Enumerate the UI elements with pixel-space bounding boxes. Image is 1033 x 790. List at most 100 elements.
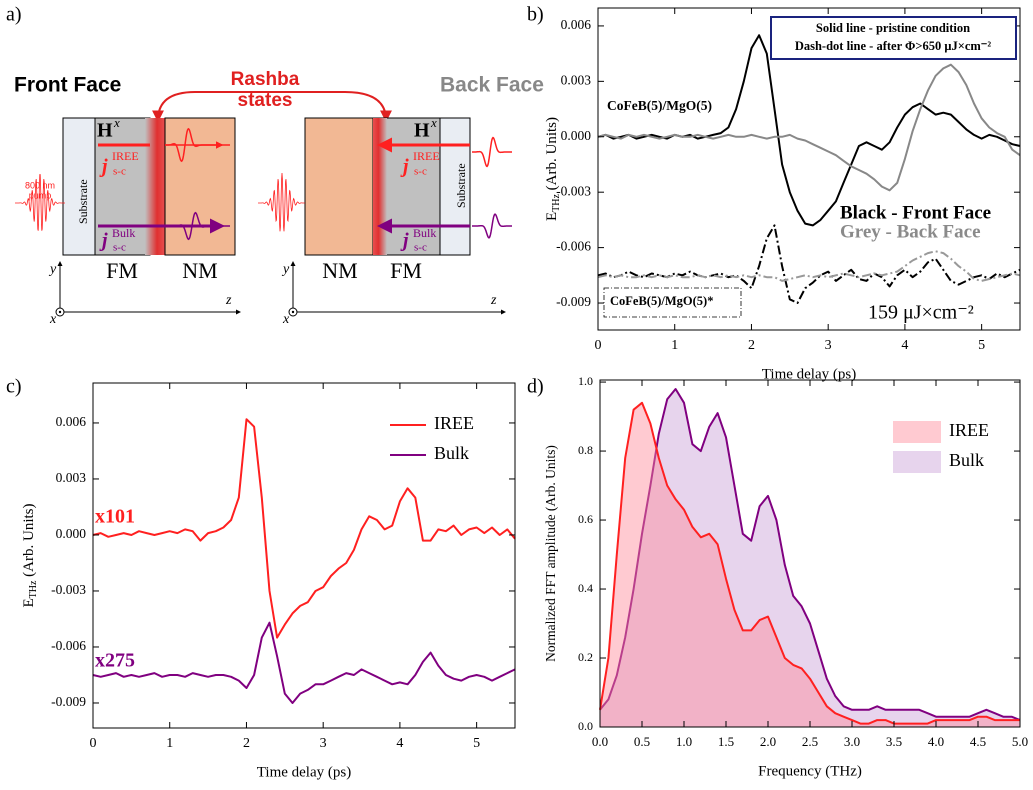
current-sub: s-c: [113, 166, 126, 178]
data-area: [600, 389, 1020, 727]
current-sub: s-c: [414, 242, 427, 254]
current-label: j: [400, 156, 409, 178]
current-sup: IREE: [112, 149, 139, 163]
x-tick-label: 1: [166, 736, 173, 751]
legend-swatch: [893, 451, 941, 473]
layer-label: FM: [390, 258, 422, 283]
data-area: [600, 402, 1020, 727]
thz-pulse: [165, 211, 230, 241]
field-sup: x: [430, 115, 437, 130]
plot-frame: [92, 382, 516, 729]
plot-frame: [597, 7, 1021, 331]
substrate-layer: [439, 117, 471, 256]
axis-label: z: [490, 293, 497, 308]
y-tick-label: -0.006: [51, 638, 86, 653]
current-sup: Bulk: [413, 226, 436, 240]
x-tick-label: 4: [901, 338, 908, 353]
current-sub: s-c: [113, 242, 126, 254]
x-tick-label: 0.5: [634, 734, 650, 749]
x-tick-label: 5.0: [1012, 734, 1028, 749]
legend-swatch: [893, 421, 941, 443]
diagram: Front Face Back Face Rashba states Subst…: [14, 69, 544, 327]
x-tick-label: 1.5: [718, 734, 734, 749]
data-line: [597, 250, 1021, 282]
axis-label: y: [281, 262, 290, 277]
y-axis-label: ETHz (Arb. Units): [21, 503, 39, 607]
y-tick-label: 1.0: [578, 374, 593, 388]
x-axis-label: Frequency (THz): [758, 763, 862, 779]
current-label: j: [99, 156, 108, 178]
rashba-arrow: [152, 91, 392, 123]
y-tick-label: 0.006: [56, 414, 87, 429]
legend-label: Bulk: [949, 450, 984, 470]
panel-label: c): [6, 376, 22, 398]
data-line: [597, 34, 1021, 227]
y-tick-label: 0.8: [578, 443, 593, 457]
y-tick-label: 0.000: [56, 526, 87, 541]
axis-label: z: [225, 293, 232, 308]
annotation-box: [770, 16, 1017, 60]
field-label: H: [97, 120, 113, 142]
rashba-interface: [145, 118, 165, 255]
rashba-label: Rashba: [231, 69, 300, 90]
x-tick-label: 2: [243, 736, 250, 751]
pump-pulse: [258, 172, 305, 232]
annotation: Dash-dot line - after Φ>650 μJ×cm⁻²: [795, 39, 992, 53]
nm-layer: [304, 117, 374, 256]
y-tick-label: -0.009: [51, 694, 86, 709]
x-tick-label: 1.0: [676, 734, 692, 749]
y-tick-label: 0.003: [561, 72, 592, 87]
front-title: Front Face: [14, 74, 121, 97]
thz-pulse: [165, 127, 230, 163]
y-tick-label: 0.003: [56, 470, 87, 485]
pump-label: 800 nm: [25, 180, 55, 190]
annotation: Solid line - pristine condition: [816, 21, 970, 35]
current-label: j: [99, 230, 108, 252]
panel-label: d): [527, 376, 544, 398]
thz-pulse: [472, 136, 512, 168]
annotation: x101: [95, 506, 135, 528]
annotation: 159 μJ×cm⁻²: [868, 302, 974, 324]
substrate-label: Substrate: [454, 163, 468, 208]
annotation: Black - Front Face: [840, 202, 991, 223]
x-tick-label: 0: [90, 736, 97, 751]
annotation: Grey - Back Face: [840, 221, 981, 242]
y-tick-label: 0.2: [578, 650, 593, 664]
layer-label: NM: [322, 258, 357, 283]
y-tick-label: 0.000: [561, 128, 592, 143]
annotation: x275: [95, 650, 135, 672]
pump-pulse: [15, 174, 65, 231]
x-tick-label: 3.5: [886, 734, 902, 749]
axis-origin: [291, 310, 295, 314]
x-tick-label: 4: [396, 736, 403, 751]
fm-layer: [94, 117, 151, 256]
y-axis-label-part: (Arb. Units): [544, 117, 560, 194]
y-tick-label: -0.003: [51, 582, 86, 597]
legend-label: Bulk: [434, 443, 469, 463]
current-sub: s-c: [414, 166, 427, 178]
x-axis-label: Time delay (ps): [762, 366, 856, 382]
axis-origin: [58, 310, 62, 314]
x-tick-label: 3: [825, 338, 832, 353]
y-tick-label: -0.003: [556, 183, 591, 198]
panel-label: a): [6, 4, 22, 26]
layer-label: FM: [106, 258, 138, 283]
x-axis-label: Time delay (ps): [257, 764, 351, 780]
annotation-box: [603, 287, 742, 318]
axis-label: x: [49, 312, 57, 327]
substrate-label: Substrate: [76, 179, 90, 224]
y-axis-label: ETHz (Arb. Units): [544, 117, 562, 221]
data-line: [92, 418, 516, 639]
data-line: [92, 621, 516, 704]
x-tick-label: 1: [671, 338, 678, 353]
y-axis-label-part: E: [544, 212, 560, 221]
x-tick-label: 4.0: [928, 734, 944, 749]
thz-pulse: [472, 213, 512, 239]
x-tick-label: 0.0: [592, 734, 608, 749]
y-axis-label-part: E: [21, 598, 37, 607]
field-sup: x: [113, 115, 120, 130]
layer-label: NM: [182, 258, 217, 283]
x-tick-label: 0: [595, 338, 602, 353]
y-tick-label: 0.4: [578, 581, 593, 595]
